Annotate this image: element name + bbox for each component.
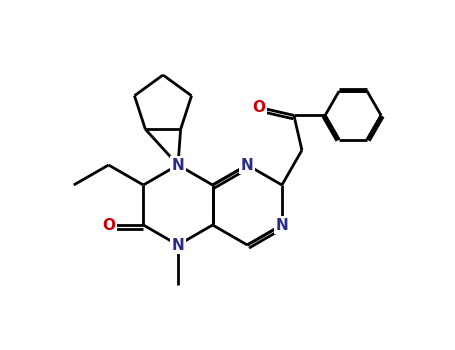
Text: N: N: [172, 238, 184, 252]
Text: N: N: [172, 158, 184, 173]
Text: O: O: [102, 217, 115, 232]
Text: N: N: [241, 158, 253, 173]
Text: N: N: [276, 217, 288, 232]
Text: O: O: [253, 100, 266, 115]
